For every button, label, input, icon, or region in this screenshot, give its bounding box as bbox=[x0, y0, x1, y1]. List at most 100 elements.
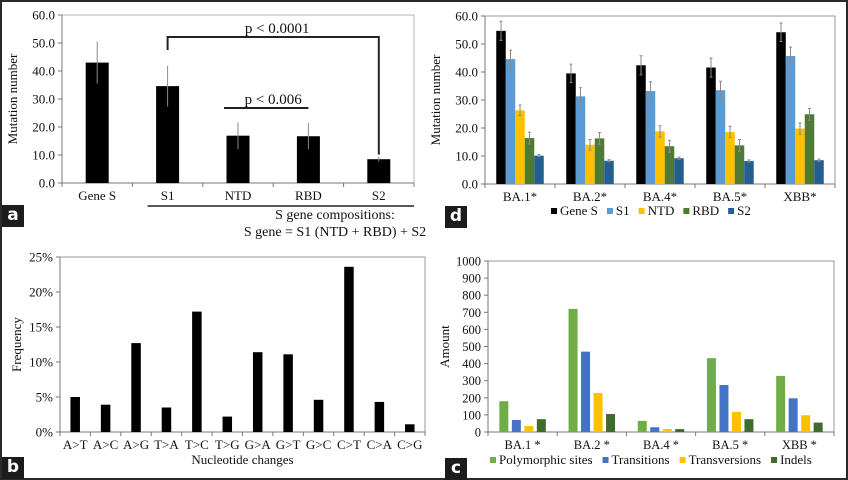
legend-swatch bbox=[679, 457, 686, 463]
y-tick-label: 5% bbox=[36, 390, 54, 405]
bar bbox=[131, 343, 141, 432]
p-value-label: p < 0.0001 bbox=[245, 21, 310, 37]
panel-a-caption: S gene compositions: S gene = S1 (NTD + … bbox=[215, 207, 455, 241]
y-tick-label: 20.0 bbox=[455, 121, 478, 136]
y-tick-label: 200 bbox=[462, 391, 481, 405]
y-tick-label: 20.0 bbox=[32, 120, 55, 135]
bar bbox=[524, 138, 535, 184]
bar bbox=[814, 160, 824, 184]
bar bbox=[405, 424, 415, 432]
bar bbox=[776, 375, 786, 432]
x-tick-label: BA.1 * bbox=[505, 438, 541, 452]
legend-label: NTD bbox=[648, 203, 675, 218]
panel-a-chart: 0.0 10.0 20.0 30.0 40.0 50.0 60.0 Gene S S1 NTD RB… bbox=[5, 8, 415, 207]
legend-label: Polymorphic sites bbox=[499, 452, 593, 467]
bar bbox=[706, 67, 716, 184]
bar bbox=[655, 131, 665, 184]
bar bbox=[100, 404, 111, 432]
bar bbox=[801, 415, 811, 432]
bar bbox=[734, 145, 745, 184]
bar bbox=[715, 90, 726, 184]
y-tick-label: 100 bbox=[462, 408, 481, 422]
legend-swatch bbox=[602, 457, 609, 463]
x-tick-label: A>C bbox=[93, 437, 118, 452]
x-tick-label: BA.2 * bbox=[574, 438, 610, 452]
bar bbox=[296, 136, 320, 183]
x-tick-label: BA.5* bbox=[713, 189, 747, 204]
y-tick-label: 10.0 bbox=[32, 148, 55, 163]
y-tick-label: 600 bbox=[462, 323, 481, 337]
legend-label: Transitions bbox=[612, 452, 670, 467]
x-tick-label: G>T bbox=[276, 437, 301, 452]
x-tick-label: BA.1* bbox=[503, 189, 537, 204]
bar bbox=[744, 161, 754, 184]
bar bbox=[645, 91, 656, 184]
y-tick-label: 1000 bbox=[456, 255, 481, 269]
bar bbox=[650, 427, 660, 432]
y-tick-label: 500 bbox=[462, 340, 481, 354]
bar bbox=[788, 398, 798, 432]
bar bbox=[795, 128, 805, 184]
legend-swatch bbox=[728, 208, 735, 214]
bar bbox=[604, 160, 614, 184]
bar bbox=[637, 420, 647, 432]
x-tick-label: Gene S bbox=[78, 188, 116, 203]
legend-label: Gene S bbox=[560, 203, 598, 218]
legend-swatch bbox=[683, 208, 690, 214]
y-tick-label: 900 bbox=[462, 272, 481, 286]
y-tick-label: 60.0 bbox=[455, 9, 478, 24]
panel-a-label: a bbox=[2, 205, 24, 227]
y-tick-label: 300 bbox=[462, 374, 481, 388]
y-axis-label: Mutation number bbox=[5, 53, 20, 144]
bar bbox=[785, 56, 796, 184]
bar bbox=[515, 110, 525, 184]
y-tick-label: 700 bbox=[462, 306, 481, 320]
y-axis-label: Frequency bbox=[9, 317, 24, 372]
bar bbox=[499, 401, 509, 432]
x-tick-label: BA.5 * bbox=[712, 438, 748, 452]
legend-swatch bbox=[606, 208, 613, 214]
y-tick-label: 15% bbox=[29, 320, 53, 335]
panel-c-chart: 0 100 200 300 400 500 600 700 800 900 1000 BA.1 * BA… bbox=[437, 255, 835, 467]
y-tick-label: 10% bbox=[29, 355, 53, 370]
x-tick-label: XBB* bbox=[783, 189, 816, 204]
x-tick-label: G>A bbox=[245, 437, 272, 452]
plot-frame bbox=[59, 256, 426, 433]
y-tick-label: 30.0 bbox=[32, 92, 55, 107]
x-tick-label: T>A bbox=[154, 437, 179, 452]
bar bbox=[566, 73, 576, 184]
bar bbox=[367, 159, 391, 183]
legend-swatch bbox=[490, 457, 496, 463]
y-tick-label: 25% bbox=[29, 250, 53, 265]
y-tick-label: 0.0 bbox=[39, 176, 55, 191]
y-tick-label: 0 bbox=[475, 426, 481, 440]
bar bbox=[776, 32, 786, 184]
y-axis-label: Mutation number bbox=[428, 54, 443, 145]
legend-swatch bbox=[638, 208, 645, 214]
bar bbox=[568, 308, 578, 432]
x-tick-label: C>G bbox=[397, 437, 422, 452]
legend-swatch bbox=[551, 208, 557, 214]
x-axis-label: Nucleotide changes bbox=[191, 452, 293, 467]
x-tick-label: S2 bbox=[372, 188, 386, 203]
x-tick-label: RBD bbox=[295, 188, 322, 203]
legend-label: S2 bbox=[737, 203, 751, 218]
panel-b-chart: 0% 5% 10% 15% 20% 25% A>T A>C A>G T>A T>C T>G G>A G>T… bbox=[9, 250, 426, 467]
x-tick-label: BA.4 * bbox=[643, 438, 679, 452]
bar bbox=[804, 114, 815, 184]
bar bbox=[226, 135, 250, 183]
bar bbox=[156, 86, 180, 183]
y-tick-label: 0.0 bbox=[462, 177, 478, 192]
bar bbox=[606, 414, 616, 432]
bar bbox=[719, 384, 729, 432]
bar bbox=[636, 65, 646, 184]
x-tick-label: XBB * bbox=[782, 438, 817, 452]
bar bbox=[581, 351, 591, 432]
legend-label: Indels bbox=[780, 452, 812, 467]
bar bbox=[496, 30, 506, 185]
bar bbox=[192, 311, 202, 432]
panel-d-chart: 0.0 10.0 20.0 30.0 40.0 50.0 60.0 BA.1* BA.2* BA.… bbox=[428, 9, 836, 218]
x-tick-label: T>C bbox=[185, 437, 209, 452]
p-value-label: p < 0.006 bbox=[245, 92, 303, 108]
bar bbox=[70, 397, 80, 432]
